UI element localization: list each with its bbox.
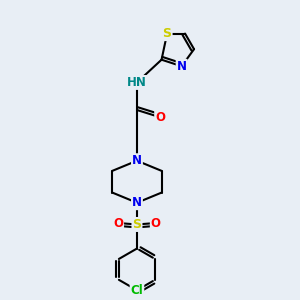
Text: O: O	[155, 111, 165, 124]
Text: S: S	[133, 218, 142, 231]
Text: N: N	[177, 60, 187, 73]
Text: Cl: Cl	[130, 284, 143, 297]
Text: O: O	[113, 217, 123, 230]
Text: HN: HN	[127, 76, 147, 89]
Text: N: N	[132, 196, 142, 209]
Text: N: N	[132, 154, 142, 167]
Text: O: O	[151, 217, 161, 230]
Text: S: S	[163, 27, 172, 40]
